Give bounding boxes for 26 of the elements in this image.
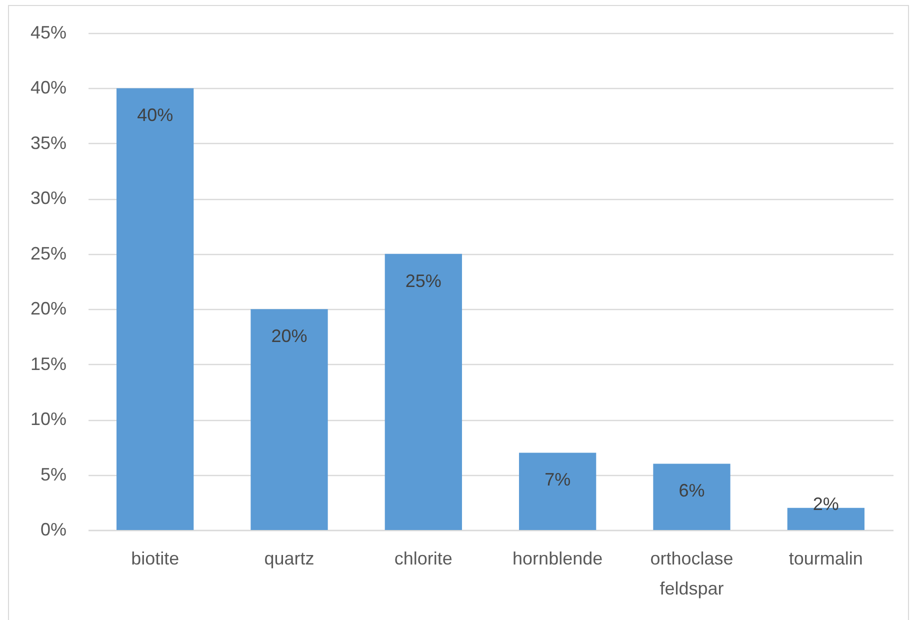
y-tick-label: 45%	[30, 22, 66, 42]
bar	[519, 452, 596, 530]
y-tick-label: 40%	[30, 78, 66, 98]
bar	[653, 464, 730, 530]
bar	[250, 309, 328, 530]
x-tick-label: orthoclase feldspar	[650, 548, 734, 598]
bar	[384, 254, 462, 530]
data-label: 40%	[137, 105, 174, 126]
x-tick-label: hornblende	[512, 548, 603, 568]
data-label: 25%	[405, 270, 442, 291]
data-label: 7%	[544, 470, 571, 490]
y-tick-label: 15%	[30, 354, 66, 374]
y-tick-label: 30%	[30, 188, 66, 208]
y-tick-label: 10%	[30, 409, 66, 430]
x-tick-label: biotite	[131, 548, 180, 568]
x-tick-label: tourmalin	[788, 548, 863, 568]
y-tick-label: 5%	[40, 464, 66, 484]
y-tick-label: 20%	[30, 298, 66, 319]
y-tick-label: 35%	[30, 132, 66, 153]
data-label: 6%	[678, 480, 705, 501]
data-label: 20%	[271, 326, 308, 346]
y-tick-label: 25%	[30, 243, 66, 264]
bar	[116, 88, 194, 530]
x-tick-label: quartz	[264, 548, 314, 568]
x-tick-label: chlorite	[394, 548, 452, 568]
y-tick-label: 0%	[40, 520, 66, 540]
